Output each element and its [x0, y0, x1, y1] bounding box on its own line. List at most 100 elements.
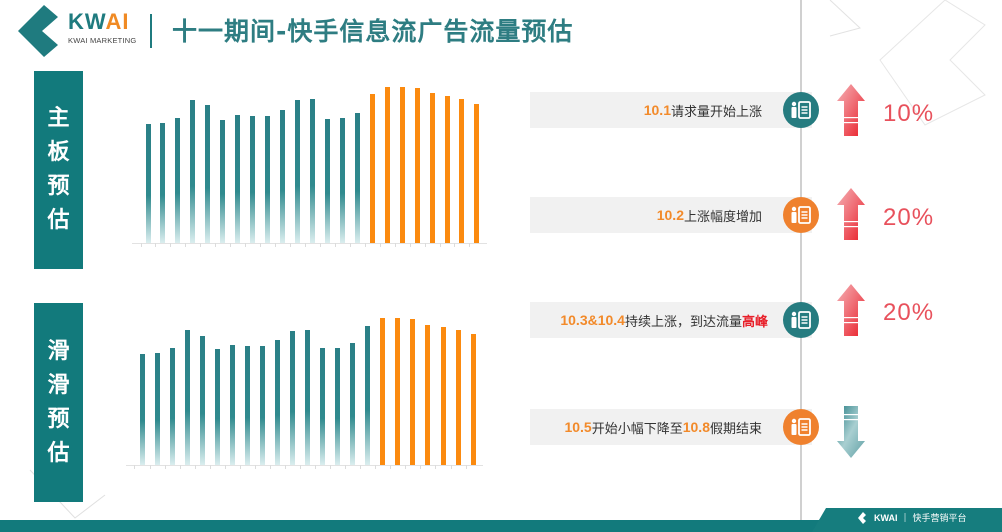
bar	[205, 105, 211, 243]
x-tick	[300, 465, 302, 469]
x-tick	[170, 243, 172, 247]
x-tick	[379, 243, 381, 247]
x-tick	[164, 465, 166, 469]
x-tick	[439, 243, 441, 247]
arrow-up-icon	[837, 284, 865, 336]
bar	[235, 115, 241, 243]
x-tick	[185, 243, 187, 247]
x-tick	[230, 243, 232, 247]
bar	[184, 330, 190, 465]
bar	[229, 345, 235, 465]
x-tick	[364, 243, 366, 247]
bar	[190, 100, 196, 243]
bar	[455, 330, 461, 465]
bar	[350, 343, 356, 465]
bar	[470, 334, 476, 465]
bar	[339, 118, 345, 243]
x-tick	[345, 465, 347, 469]
document-person-icon	[783, 409, 819, 445]
bar	[220, 120, 226, 243]
bar	[265, 116, 271, 243]
bar	[154, 353, 160, 465]
x-tick	[224, 465, 226, 469]
document-person-icon	[783, 197, 819, 233]
footer-bar	[0, 520, 1002, 532]
bar	[280, 110, 286, 243]
x-tick	[409, 243, 411, 247]
x-tick	[239, 465, 241, 469]
logo-subtitle: KWAI MARKETING	[68, 36, 137, 45]
x-tick	[179, 465, 181, 469]
bar	[139, 354, 145, 465]
logo-wordmark: KWAI	[68, 9, 130, 34]
x-tick	[209, 465, 211, 469]
bar	[305, 330, 311, 465]
x-tick	[420, 465, 422, 469]
bar	[365, 326, 371, 465]
x-tick	[149, 465, 151, 469]
bar	[414, 88, 420, 243]
bar	[160, 123, 166, 243]
x-tick	[275, 243, 277, 247]
document-person-icon	[783, 92, 819, 128]
note-row-1: 10.1 请求量开始上涨	[530, 92, 812, 128]
bar	[250, 116, 256, 243]
x-tick	[469, 243, 471, 247]
bar	[324, 119, 330, 243]
bar	[429, 93, 435, 243]
x-tick	[454, 243, 456, 247]
x-tick	[140, 243, 142, 247]
x-tick	[155, 243, 157, 247]
x-tick	[215, 243, 217, 247]
x-tick	[405, 465, 407, 469]
x-tick	[465, 465, 467, 469]
bar	[474, 104, 480, 243]
x-tick	[435, 465, 437, 469]
x-tick	[334, 243, 336, 247]
x-tick	[394, 243, 396, 247]
bar	[384, 87, 390, 243]
bar	[169, 348, 175, 465]
page-title: 十一期间-快手信息流广告流量预估	[172, 17, 574, 46]
document-person-icon	[783, 302, 819, 338]
x-tick	[290, 243, 292, 247]
x-tick	[304, 243, 306, 247]
x-tick	[194, 465, 196, 469]
bar-chart-main: 9/16/209/17/209/18/209/19/209/20/209/21/…	[0, 0, 487, 247]
arrow-up-icon	[837, 84, 865, 136]
x-tick	[254, 465, 256, 469]
x-tick	[260, 243, 262, 247]
bar	[335, 348, 341, 465]
bar	[369, 94, 375, 243]
x-tick	[360, 465, 362, 469]
timeline-line	[800, 0, 802, 532]
bar	[259, 346, 265, 465]
note-row-2: 10.2 上涨幅度增加	[530, 197, 812, 233]
bar	[199, 336, 205, 465]
note-row-4: 10.5 开始小幅下降至 10.8 假期结束	[530, 409, 812, 445]
bar	[440, 327, 446, 465]
bar	[395, 318, 401, 465]
bar-chart-slide: 9/16/209/17/209/18/209/19/209/20/209/21/…	[0, 0, 483, 469]
footer-brand-tab	[812, 508, 1002, 532]
pct-increase-3: 20%	[883, 299, 935, 326]
bar	[145, 124, 151, 243]
note-row-3: 10.3&10.4 持续上涨，到达流量 高峰	[530, 302, 812, 338]
footer-brand: KWAI | 快手营销平台	[858, 511, 967, 524]
bar	[380, 318, 386, 465]
x-tick	[269, 465, 271, 469]
bar	[290, 331, 295, 465]
x-tick	[200, 243, 202, 247]
bar	[425, 325, 431, 465]
bar	[175, 118, 181, 243]
x-tick	[450, 465, 452, 469]
pct-increase-2: 20%	[883, 204, 935, 231]
kwai-logo-icon	[858, 511, 866, 524]
section-label-slide: 滑滑预估	[34, 303, 83, 502]
bar	[274, 340, 280, 465]
x-tick	[319, 243, 321, 247]
x-tick	[390, 465, 392, 469]
header-divider	[150, 14, 152, 48]
x-tick	[375, 465, 377, 469]
kwai-logo-icon	[18, 5, 58, 57]
